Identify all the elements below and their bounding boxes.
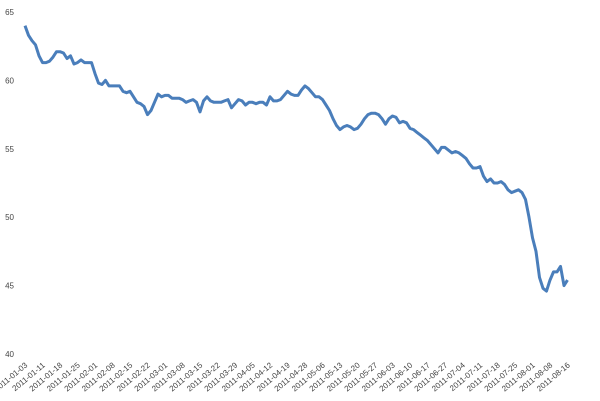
y-tick-label: 60 [5,76,14,85]
y-tick-label: 50 [5,213,14,222]
data-line [23,25,569,293]
y-tick-label: 65 [5,8,14,17]
y-tick-label: 55 [5,145,14,154]
y-tick-label: 40 [5,350,14,359]
y-tick-label: 45 [5,282,14,291]
